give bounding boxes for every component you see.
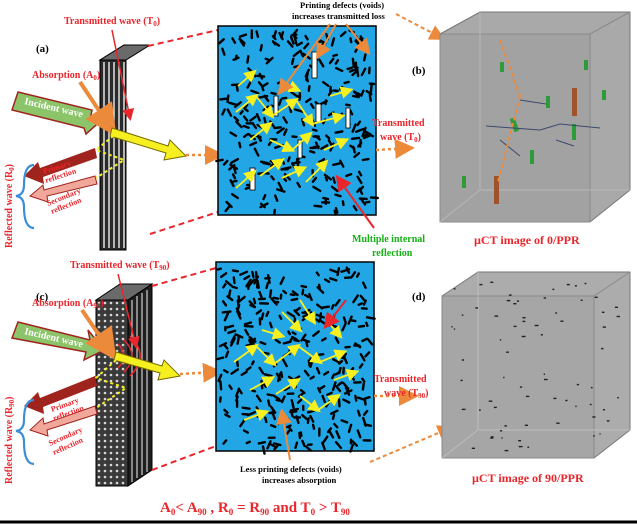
ct-caption-d: µCT image of 90/PPR (472, 471, 584, 485)
absorption-label-a: Absorption (A0) (32, 70, 100, 82)
less-defects-to-ct (369, 425, 454, 463)
transmitted-wave-title-a: Transmitted wave (T0) (64, 16, 160, 28)
internal-reflections-c (94, 359, 129, 409)
transmitted-pointer-a (111, 29, 135, 121)
defects-to-ct-a (395, 13, 446, 40)
secondary-reflection-arrow-c (29, 405, 98, 437)
transmitted-right-label-a: Transmitted (372, 118, 425, 129)
reflected-wave-label-a: Reflected wave (R0) (4, 164, 16, 248)
transmitted-right-label-c: Transmitted (374, 374, 427, 385)
panel-label-a: (a) (36, 43, 49, 55)
zoom-lines-a (147, 29, 219, 235)
multiple-reflection-label-l1: Multiple internal (352, 234, 425, 245)
ct-image-b (439, 11, 631, 223)
internal-rays-c (233, 299, 360, 421)
printing-defects-label-l1: Printing defects (voids) (300, 0, 384, 10)
transmitted-arrow-c (113, 351, 182, 381)
ct-pointer-b2 (497, 95, 521, 183)
brace-a (15, 163, 35, 230)
multiple-reflection-label-l2: reflection (372, 248, 413, 259)
zoom-lines-c (151, 267, 217, 471)
path-to-zoom-c (179, 362, 223, 383)
panel-label-b: (b) (412, 65, 426, 77)
incident-wave-label-c: Incident wave (23, 326, 84, 350)
panel-label-c: (c) (36, 291, 49, 303)
transmitted-wave-title-c: Transmitted wave (T90) (70, 260, 170, 272)
printing-defects-label-l2: increases transmitted loss (292, 11, 386, 21)
less-defects-label-l1: Less printing defects (voids) (240, 464, 342, 474)
absorption-arrow-c (80, 308, 117, 361)
wave-t90-label-c: wave (T90) (384, 388, 429, 400)
zoom-panel-c (215, 261, 375, 452)
panel-label-d: (d) (412, 291, 426, 303)
ct-caption-b: µCT image of 0/PPR (474, 233, 580, 247)
ct-pointer-b1 (499, 39, 521, 97)
ct-image-d (441, 271, 631, 459)
exit-path-a (375, 138, 415, 159)
defect-pointers-a (277, 23, 371, 96)
less-defects-pointer (276, 408, 292, 461)
internal-reflections-a (93, 131, 127, 179)
secondary-reflection-arrow-a (28, 175, 98, 203)
absorption-arrow-a (78, 80, 117, 137)
transmitted-arrow-a (109, 127, 188, 161)
primary-reflection-arrow-c (24, 376, 97, 414)
transmitted-pointer-c (117, 273, 140, 349)
primary-reflection-arrow-a (24, 148, 97, 184)
sample-slab-c (94, 283, 154, 487)
summary-equation: A0< A90 , R0 = R90 and T0 > T90 (160, 500, 350, 517)
less-defects-label-l2: increases absorption (262, 475, 336, 485)
brace-c (15, 398, 35, 466)
multiple-reflection-pointer (335, 174, 375, 229)
sample-slab-a (98, 44, 152, 251)
reflected-wave-label-c: Reflected wave (R90) (4, 396, 16, 484)
multiple-reflection-pointer-c (323, 299, 347, 330)
wave-t0-label-a: wave (T0) (380, 132, 421, 144)
absorption-label-c: Absorption (A90) (32, 298, 104, 310)
